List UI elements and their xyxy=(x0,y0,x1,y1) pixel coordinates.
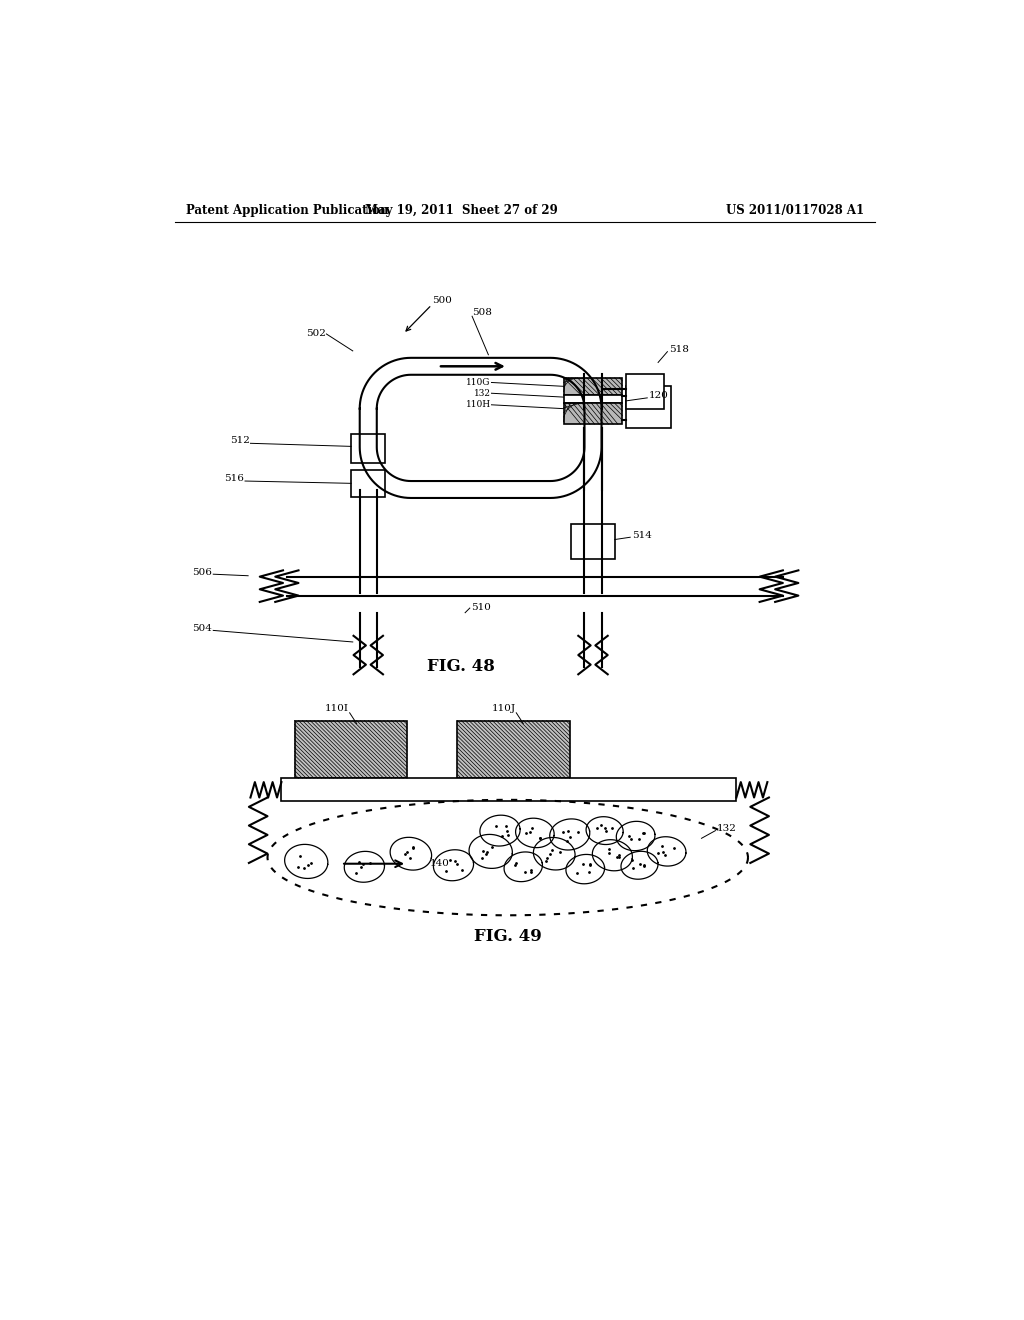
Text: 512: 512 xyxy=(229,437,250,445)
Bar xyxy=(282,779,736,801)
Text: US 2011/0117028 A1: US 2011/0117028 A1 xyxy=(726,205,864,218)
Bar xyxy=(295,721,407,779)
Text: 110I: 110I xyxy=(325,704,349,713)
Text: 514: 514 xyxy=(632,531,651,540)
Text: 516: 516 xyxy=(224,474,245,483)
Bar xyxy=(351,470,385,498)
Text: 506: 506 xyxy=(191,568,212,577)
Text: 110J: 110J xyxy=(492,704,515,713)
Text: 500: 500 xyxy=(432,297,452,305)
Bar xyxy=(626,385,671,428)
Text: 518: 518 xyxy=(669,345,689,354)
Bar xyxy=(626,374,665,409)
Text: 132: 132 xyxy=(474,389,490,397)
Text: 510: 510 xyxy=(471,603,492,611)
Text: 504: 504 xyxy=(191,623,212,632)
Text: 132: 132 xyxy=(717,824,737,833)
Text: 502: 502 xyxy=(306,330,326,338)
Bar xyxy=(563,404,623,424)
Text: 140: 140 xyxy=(430,859,451,869)
Bar xyxy=(458,721,569,779)
Text: Patent Application Publication: Patent Application Publication xyxy=(186,205,389,218)
Text: 120: 120 xyxy=(649,391,669,400)
Bar xyxy=(571,524,614,558)
Text: 110H: 110H xyxy=(466,400,490,409)
Text: 508: 508 xyxy=(472,308,492,317)
Bar xyxy=(563,395,623,404)
Bar xyxy=(351,434,385,462)
Text: 110G: 110G xyxy=(466,378,490,387)
Text: FIG. 48: FIG. 48 xyxy=(427,659,496,675)
Text: FIG. 49: FIG. 49 xyxy=(474,928,542,945)
Bar xyxy=(563,378,623,395)
Text: May 19, 2011  Sheet 27 of 29: May 19, 2011 Sheet 27 of 29 xyxy=(365,205,558,218)
